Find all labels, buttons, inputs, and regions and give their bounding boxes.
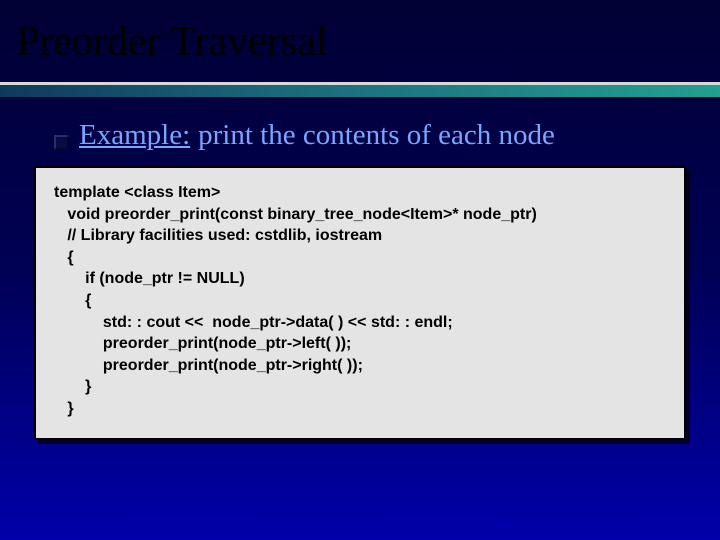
code-line: // Library facilities used: cstdlib, ios… [54, 227, 382, 244]
code-line: { [54, 249, 74, 266]
example-label: Example: [79, 119, 190, 152]
divider-gradient-bar [0, 85, 720, 97]
code-line: std: : cout << node_ptr->data( ) << std:… [54, 314, 453, 331]
code-line: if (node_ptr != NULL) [54, 270, 245, 287]
code-block: template <class Item> void preorder_prin… [34, 166, 686, 440]
code-line: } [54, 400, 74, 417]
divider [0, 82, 720, 97]
slide-title: Preorder Traversal [0, 0, 720, 66]
code-line: template <class Item> [54, 184, 220, 201]
example-description: print the contents of each node [198, 119, 555, 152]
square-bullet-icon [54, 135, 69, 150]
code-line: } [54, 378, 91, 395]
code-line: { [54, 292, 91, 309]
code-line: preorder_print(node_ptr->right( )); [54, 357, 363, 374]
example-bullet-row: Example: print the contents of each node [54, 119, 720, 152]
code-line: preorder_print(node_ptr->left( )); [54, 335, 351, 352]
code-line: void preorder_print(const binary_tree_no… [54, 206, 537, 223]
